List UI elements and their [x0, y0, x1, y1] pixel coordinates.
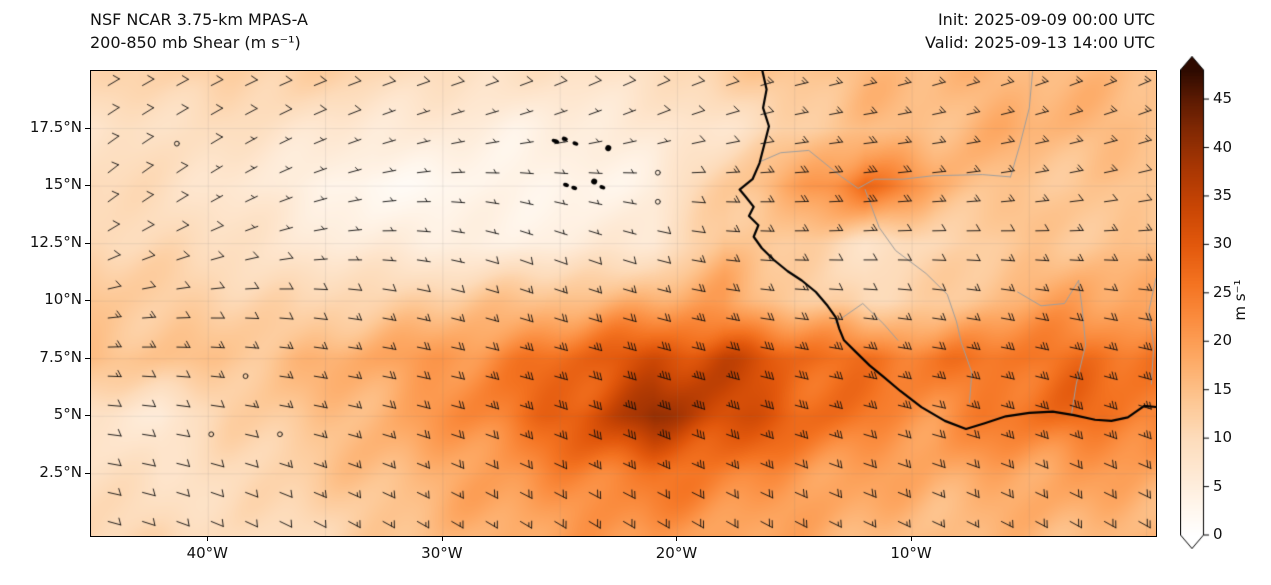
y-tick-mark: [85, 185, 90, 187]
x-tick-mark: [911, 536, 913, 541]
colorbar-tick-label: 10: [1213, 428, 1233, 447]
colorbar: [1180, 56, 1210, 549]
colorbar-tick-label: 5: [1213, 476, 1223, 495]
colorbar-tick-label: 15: [1213, 379, 1233, 398]
y-tick-label: 2.5°N: [39, 462, 82, 481]
x-tick-label: 40°W: [186, 544, 228, 562]
valid-time-label: Valid: 2025-09-13 14:00 UTC: [924, 33, 1155, 52]
y-tick-mark: [85, 472, 90, 474]
init-time-label: Init: 2025-09-09 00:00 UTC: [937, 10, 1155, 29]
y-tick-label: 15°N: [44, 175, 82, 194]
shear-map-canvas: [91, 71, 1156, 536]
y-tick-mark: [85, 242, 90, 244]
x-tick-mark: [441, 536, 443, 541]
chart-title-block: NSF NCAR 3.75-km MPAS-A 200-850 mb Shear…: [90, 8, 308, 54]
colorbar-tick-label: 40: [1213, 137, 1233, 156]
colorbar-unit-label: m s⁻¹: [1231, 279, 1249, 321]
y-tick-label: 5°N: [53, 405, 82, 424]
y-tick-mark: [85, 357, 90, 359]
y-tick-label: 12.5°N: [29, 232, 82, 251]
x-tick-label: 20°W: [655, 544, 698, 562]
y-tick-label: 7.5°N: [39, 347, 82, 366]
y-tick-label: 17.5°N: [29, 117, 82, 136]
map-plot-area: [90, 70, 1157, 537]
x-tick-label: 30°W: [421, 544, 463, 562]
x-tick-mark: [207, 536, 209, 541]
forecast-time-block: Init: 2025-09-09 00:00 UTC Valid: 2025-0…: [925, 8, 1155, 54]
colorbar-tick-label: 25: [1213, 282, 1233, 301]
colorbar-tick-label: 0: [1213, 525, 1223, 543]
y-tick-mark: [85, 127, 90, 129]
colorbar-tick-label: 35: [1213, 185, 1233, 204]
x-tick-mark: [676, 536, 678, 541]
y-tick-label: 10°N: [44, 290, 82, 309]
colorbar-tick-label: 45: [1213, 89, 1233, 108]
model-title: NSF NCAR 3.75-km MPAS-A: [90, 10, 308, 29]
colorbar-tick-label: 20: [1213, 331, 1233, 350]
colorbar-tick-label: 30: [1213, 234, 1233, 253]
y-tick-mark: [85, 415, 90, 417]
y-tick-mark: [85, 300, 90, 302]
field-title: 200-850 mb Shear (m s⁻¹): [90, 33, 301, 52]
x-tick-label: 10°W: [890, 544, 932, 562]
